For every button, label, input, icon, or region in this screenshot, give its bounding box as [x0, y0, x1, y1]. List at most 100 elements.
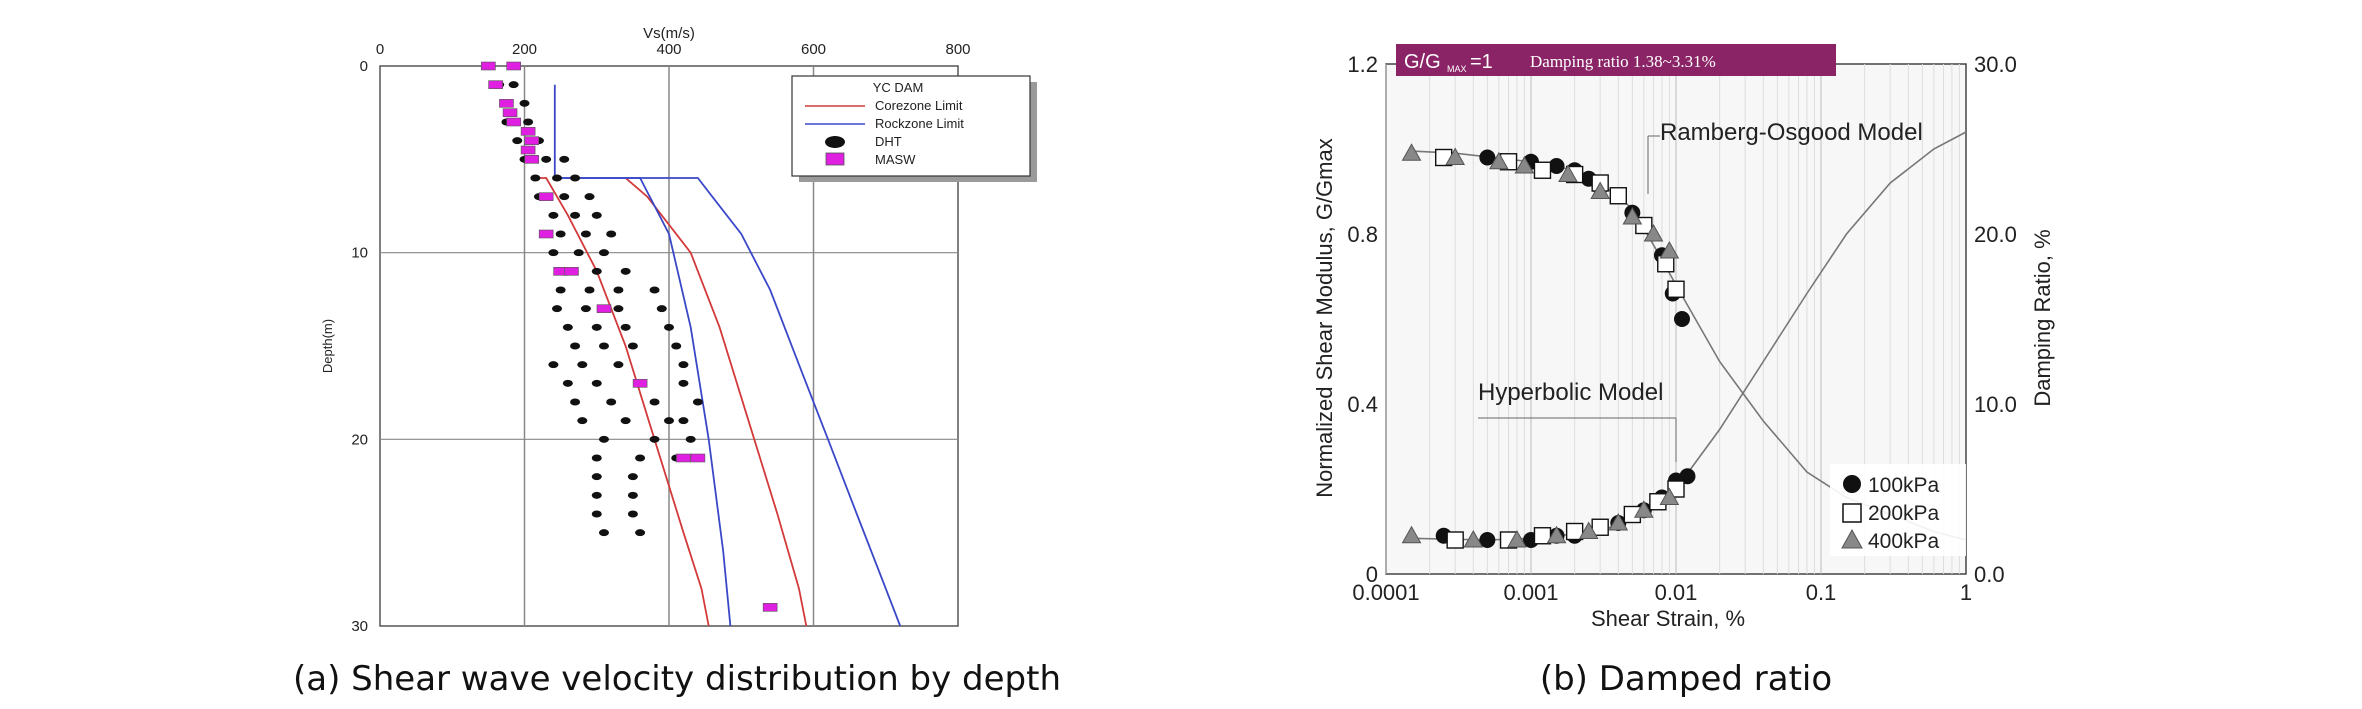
dht-point — [678, 379, 689, 387]
x-tick-label: 0.001 — [1503, 580, 1558, 605]
dht-point — [664, 323, 674, 331]
point-400kpa — [1463, 529, 1484, 548]
masw-point — [690, 453, 706, 463]
masw-point — [632, 379, 648, 388]
masw-point — [538, 192, 554, 201]
point-400kpa — [1590, 181, 1611, 199]
dht-point — [620, 323, 631, 331]
point-200kpa — [1591, 518, 1609, 536]
point-400kpa — [1514, 155, 1535, 174]
x-tick-label: 0.1 — [1806, 580, 1837, 605]
dht-point — [656, 305, 667, 313]
dht-point — [577, 417, 588, 425]
dht-point — [598, 342, 609, 350]
dht-point — [635, 529, 646, 537]
legend-b: 100kPa 200kPa 400kPa — [1830, 464, 1966, 556]
point-400kpa — [1622, 206, 1643, 225]
x-tick-label: 1 — [1960, 580, 1972, 605]
point-400kpa — [1659, 487, 1680, 505]
data-points-a — [481, 61, 778, 612]
dht-point — [591, 379, 602, 387]
x-tick-label: 600 — [801, 41, 826, 58]
legend-entry-200kpa: 200kPa — [1868, 502, 1940, 525]
dht-point — [606, 230, 617, 238]
point-200kpa — [1609, 187, 1627, 205]
caption-a: (a) Shear wave velocity distribution by … — [293, 659, 1061, 699]
dht-point — [552, 305, 563, 313]
point-400kpa — [1445, 147, 1466, 165]
y-tick-label: 0 — [1366, 562, 1378, 587]
masw-point — [520, 145, 536, 155]
point-200kpa — [1533, 527, 1552, 545]
point-100kpa — [1479, 149, 1496, 166]
dht-point — [613, 361, 624, 369]
dht-point — [598, 249, 609, 257]
legend-entry-dht: DHT — [875, 134, 902, 149]
legend-entry-masw: MASW — [875, 152, 916, 167]
masw-point — [524, 136, 540, 145]
dht-point — [559, 155, 570, 163]
point-100kpa — [1479, 532, 1496, 548]
point-400kpa — [1643, 223, 1664, 242]
dht-point — [685, 435, 696, 443]
masw-point — [520, 127, 536, 136]
dht-point — [678, 361, 689, 369]
masw-point — [502, 108, 518, 117]
point-400kpa — [1488, 151, 1509, 170]
point-400kpa — [1401, 143, 1422, 161]
dht-point — [555, 286, 566, 294]
point-200kpa — [1446, 531, 1464, 549]
x-tick-label: 200 — [512, 41, 537, 58]
dht-point — [570, 174, 581, 182]
x-axis-label-a: Vs(m/s) — [643, 25, 695, 42]
dht-point — [606, 398, 617, 406]
dht-point — [530, 174, 541, 182]
dht-point — [613, 286, 624, 294]
dht-point — [649, 435, 660, 443]
masw-point — [538, 229, 554, 239]
dht-point — [692, 398, 703, 406]
x-tick-label: 800 — [945, 41, 970, 58]
tick-labels-b: 0.0001 0.001 0.01 0.1 1 0 0.4 0.8 1.2 0.0 10.0 20.0… — [1347, 52, 2016, 605]
dht-point — [591, 323, 602, 331]
y2-tick-label: 30.0 — [1974, 52, 2017, 77]
dht-point — [591, 491, 602, 499]
dht-point — [671, 342, 682, 350]
y-tick-label: 0.4 — [1347, 392, 1378, 417]
masw-point — [762, 603, 778, 612]
annotation-ramberg-osgood: Ramberg-Osgood Model — [1660, 119, 1923, 146]
dht-point — [678, 417, 689, 425]
dht-point — [584, 193, 595, 201]
y-tick-label: 20 — [351, 431, 368, 448]
masw-point — [564, 267, 579, 276]
masw-point — [488, 80, 503, 89]
dht-point — [562, 379, 573, 387]
dht-point — [649, 398, 660, 406]
dht-point — [548, 361, 559, 369]
point-400kpa — [1633, 500, 1654, 518]
dht-point — [570, 342, 581, 350]
dht-point — [519, 99, 530, 107]
dht-point — [591, 267, 602, 275]
dht-point — [570, 211, 581, 219]
y-tick-label: 30 — [351, 618, 368, 635]
point-400kpa — [1507, 529, 1527, 548]
dht-point — [523, 118, 534, 126]
dht-point — [555, 230, 566, 238]
point-200kpa — [1565, 522, 1584, 541]
dht-point — [591, 473, 602, 481]
series-line-corezone-limit — [531, 177, 710, 627]
y-tick-label: 0.8 — [1347, 222, 1378, 247]
dht-point — [541, 155, 552, 163]
legend-entry-rockzone: Rockzone Limit — [875, 116, 964, 131]
legend-a: YC DAM Corezone Limit Rockzone Limit DHT… — [791, 75, 1037, 182]
masw-point — [676, 453, 691, 463]
masw-point — [499, 99, 514, 108]
dht-point — [613, 305, 624, 313]
point-400kpa — [1546, 525, 1567, 544]
y-tick-label: 10 — [351, 245, 368, 262]
dht-point — [591, 510, 602, 518]
point-400kpa — [1659, 240, 1680, 259]
legend-title-a: YC DAM — [873, 80, 924, 95]
